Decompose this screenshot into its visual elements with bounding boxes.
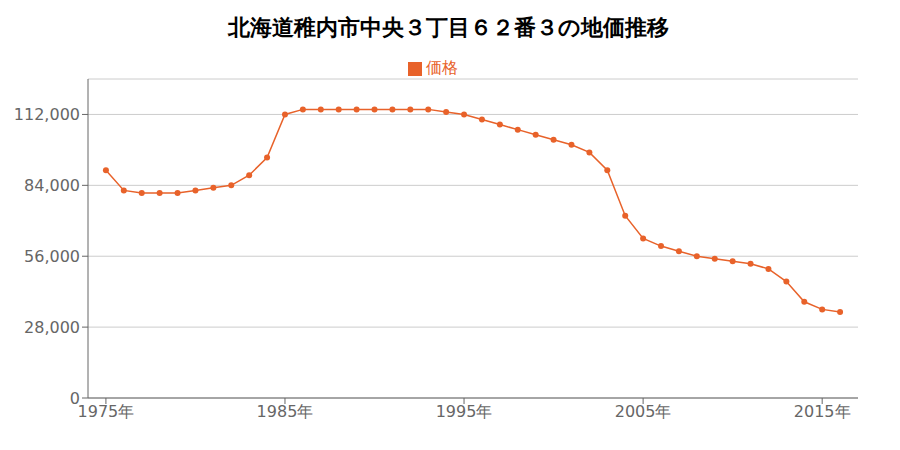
svg-text:2005年: 2005年 xyxy=(615,402,672,421)
svg-text:28,000: 28,000 xyxy=(24,318,80,337)
svg-text:1995年: 1995年 xyxy=(436,402,493,421)
svg-text:84,000: 84,000 xyxy=(24,176,80,195)
svg-text:56,000: 56,000 xyxy=(24,247,80,266)
html-text:価格: 価格 xyxy=(426,58,458,77)
html-text:北海道稚内市中央３丁目６２番３の地価推移: 北海道稚内市中央３丁目６２番３の地価推移 xyxy=(227,15,669,40)
svg-text:2015年: 2015年 xyxy=(794,402,851,421)
svg-text:0: 0 xyxy=(70,389,80,408)
svg-text:1975年: 1975年 xyxy=(78,402,135,421)
svg-text:1985年: 1985年 xyxy=(257,402,314,421)
svg-text:112,000: 112,000 xyxy=(14,105,80,124)
